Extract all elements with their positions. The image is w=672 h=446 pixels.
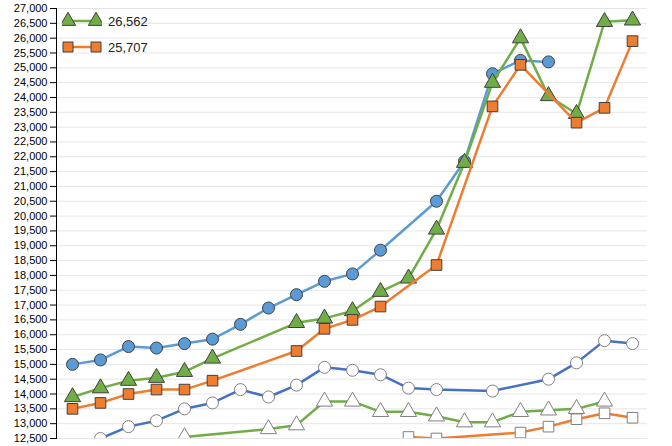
svg-text:21,500: 21,500 bbox=[14, 165, 48, 177]
svg-text:14,500: 14,500 bbox=[14, 373, 48, 385]
svg-text:25,000: 25,000 bbox=[14, 61, 48, 73]
svg-text:13,000: 13,000 bbox=[14, 417, 48, 429]
svg-text:14,000: 14,000 bbox=[14, 388, 48, 400]
svg-text:20,000: 20,000 bbox=[14, 210, 48, 222]
svg-text:26,500: 26,500 bbox=[14, 17, 48, 29]
svg-text:19,500: 19,500 bbox=[14, 224, 48, 236]
svg-text:23,500: 23,500 bbox=[14, 106, 48, 118]
svg-text:20,500: 20,500 bbox=[14, 195, 48, 207]
svg-text:24,500: 24,500 bbox=[14, 76, 48, 88]
svg-text:18,000: 18,000 bbox=[14, 269, 48, 281]
svg-text:18,500: 18,500 bbox=[14, 254, 48, 266]
svg-text:16,000: 16,000 bbox=[14, 328, 48, 340]
svg-text:12,500: 12,500 bbox=[14, 432, 48, 444]
html-text:26,562: 26,562 bbox=[108, 13, 148, 29]
svg-text:15,000: 15,000 bbox=[14, 358, 48, 370]
svg-text:21,000: 21,000 bbox=[14, 180, 48, 192]
svg-text:23,000: 23,000 bbox=[14, 121, 48, 133]
svg-text:15,500: 15,500 bbox=[14, 343, 48, 355]
svg-text:24,000: 24,000 bbox=[14, 91, 48, 103]
svg-text:13,500: 13,500 bbox=[14, 402, 48, 414]
svg-text:22,500: 22,500 bbox=[14, 135, 48, 147]
svg-text:22,000: 22,000 bbox=[14, 150, 48, 162]
svg-text:19,000: 19,000 bbox=[14, 239, 48, 251]
html-text:25,707: 25,707 bbox=[108, 39, 148, 55]
svg-text:27,000: 27,000 bbox=[14, 2, 48, 14]
svg-text:16,500: 16,500 bbox=[14, 313, 48, 325]
svg-text:17,000: 17,000 bbox=[14, 299, 48, 311]
svg-text:26,000: 26,000 bbox=[14, 32, 48, 44]
svg-text:17,500: 17,500 bbox=[14, 284, 48, 296]
svg-text:25,500: 25,500 bbox=[14, 47, 48, 59]
